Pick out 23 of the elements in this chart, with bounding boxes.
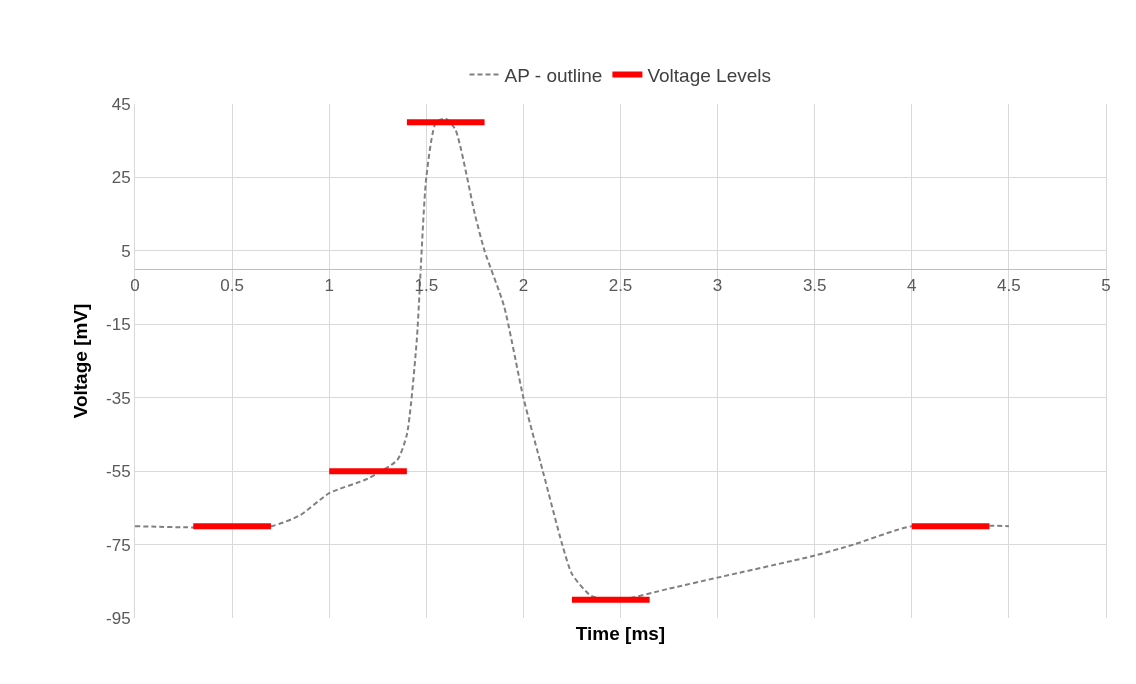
x-axis-title: Time [ms] xyxy=(575,622,666,644)
y-tick-label: -35 xyxy=(106,388,131,408)
x-tick-label: 4.5 xyxy=(997,275,1021,295)
legend-label: AP - outline xyxy=(504,64,603,86)
y-axis-title: Voltage [mV] xyxy=(70,303,91,419)
x-tick-label: 5 xyxy=(1101,275,1111,295)
x-tick-label: 2 xyxy=(518,275,529,295)
x-tick-label: 2.5 xyxy=(608,275,633,295)
y-tick-label: -75 xyxy=(106,535,131,555)
x-tick-label: 1 xyxy=(324,275,334,295)
y-tick-label: -15 xyxy=(106,315,131,335)
y-tick-label: 25 xyxy=(111,168,131,188)
y-tick-label: -95 xyxy=(106,608,131,628)
legend-label: Voltage Levels xyxy=(647,64,771,86)
y-tick-label: 5 xyxy=(121,241,131,261)
x-tick-label: 4 xyxy=(907,275,917,295)
y-tick-label: 45 xyxy=(111,94,131,114)
x-tick-label: 1.5 xyxy=(414,275,439,295)
x-tick-label: 3 xyxy=(712,275,723,295)
x-tick-label: 0 xyxy=(130,275,140,295)
x-tick-label: 3.5 xyxy=(802,275,827,295)
y-tick-label: -55 xyxy=(106,462,131,482)
x-tick-label: 0.5 xyxy=(220,275,244,295)
